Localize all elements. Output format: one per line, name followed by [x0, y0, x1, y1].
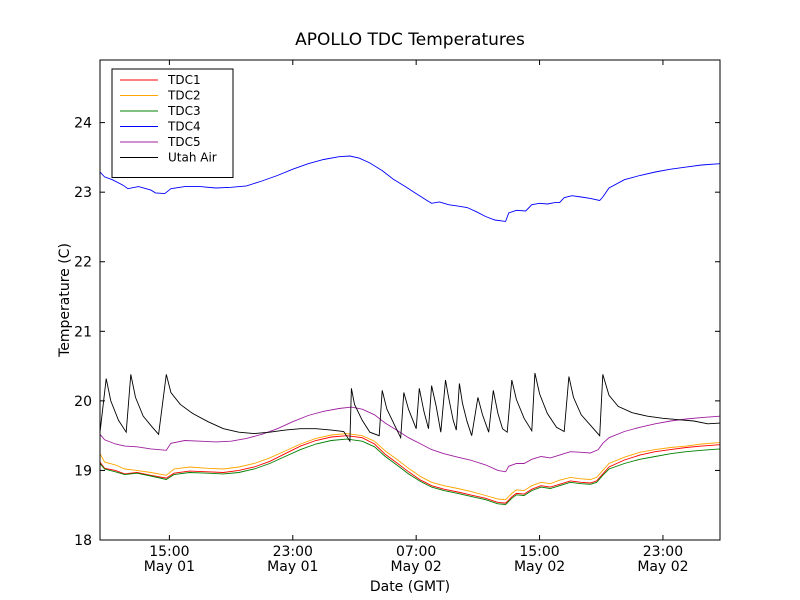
x-tick-label-date: May 02: [391, 559, 442, 575]
y-tick-label: 20: [74, 394, 92, 410]
x-tick-label-date: May 02: [637, 559, 688, 575]
y-tick-label: 19: [74, 463, 92, 479]
legend-label-utah-air: Utah Air: [168, 151, 217, 165]
series-line-tdc4: [100, 155, 720, 222]
y-axis-label: Temperature (C): [57, 243, 73, 358]
x-tick-label-time: 23:00: [643, 544, 683, 560]
y-tick-label: 18: [74, 533, 92, 549]
x-tick-label-date: May 01: [267, 559, 318, 575]
x-tick-label-time: 15:00: [149, 544, 189, 560]
x-tick-label-date: May 01: [144, 559, 195, 575]
plot-frame: [99, 59, 721, 541]
series-line-tdc5: [100, 406, 720, 473]
legend-label-tdc4: TDC4: [167, 120, 201, 134]
y-tick-label: 23: [74, 185, 92, 201]
y-tick-label: 22: [74, 255, 92, 271]
legend-label-tdc1: TDC1: [167, 73, 201, 87]
chart-title: APOLLO TDC Temperatures: [295, 30, 525, 50]
y-tick-label: 21: [74, 324, 92, 340]
legend-label-tdc5: TDC5: [167, 135, 201, 149]
x-axis-label: Date (GMT): [370, 579, 450, 595]
series-line-utah-air: [100, 372, 720, 443]
legend-label-tdc3: TDC3: [167, 104, 201, 118]
x-tick-label-time: 23:00: [273, 544, 313, 560]
series-line-tdc2: [100, 433, 720, 501]
x-tick-label-date: May 02: [514, 559, 565, 575]
legend-label-tdc2: TDC2: [167, 89, 201, 103]
legend-box: [111, 68, 234, 178]
x-tick-label-time: 15:00: [519, 544, 559, 560]
series-line-tdc1: [100, 435, 720, 504]
series-line-tdc3: [100, 438, 720, 505]
x-tick-label-time: 07:00: [396, 544, 436, 560]
y-tick-label: 24: [74, 116, 92, 132]
